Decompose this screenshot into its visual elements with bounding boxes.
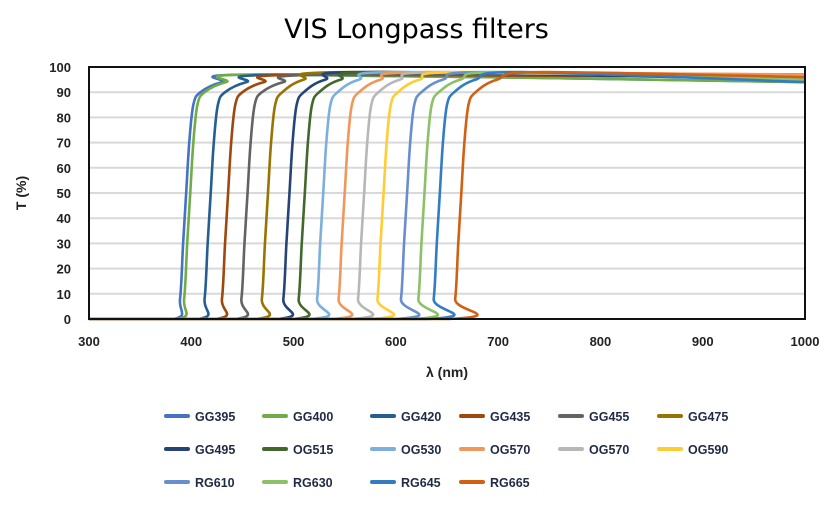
legend-label: GG420 <box>401 410 441 424</box>
y-tick-label: 70 <box>57 136 71 151</box>
x-tick-label: 600 <box>385 334 407 349</box>
chart-title: VIS Longpass filters <box>284 14 549 45</box>
y-tick-label: 0 <box>64 312 71 327</box>
legend-label: GG495 <box>195 443 235 457</box>
series-line-gg455 <box>88 73 805 321</box>
y-tick-label: 90 <box>57 85 71 100</box>
y-tick-label: 10 <box>57 287 71 302</box>
legend-label: GG455 <box>589 410 629 424</box>
y-tick-label: 40 <box>57 211 71 226</box>
y-tick-label: 80 <box>57 110 71 125</box>
legend-label: OG570 <box>589 443 629 457</box>
x-tick-label: 900 <box>692 334 714 349</box>
legend-label: GG395 <box>195 410 235 424</box>
legend-label: RG610 <box>195 476 235 490</box>
y-tick-label: 100 <box>49 60 71 75</box>
legend-label: OG530 <box>401 443 441 457</box>
x-tick-label: 500 <box>283 334 305 349</box>
legend-label: RG645 <box>401 476 441 490</box>
x-tick-label: 400 <box>180 334 202 349</box>
y-tick-label: 50 <box>57 186 71 201</box>
y-tick-label: 20 <box>57 262 71 277</box>
y-axis-label: T (%) <box>13 176 29 210</box>
plot-frame <box>88 66 806 320</box>
legend-label: GG435 <box>490 410 530 424</box>
x-tick-label: 700 <box>487 334 509 349</box>
y-tick-label: 30 <box>57 236 71 251</box>
legend-label: GG475 <box>688 410 728 424</box>
y-tick-label: 60 <box>57 161 71 176</box>
legend-label: OG590 <box>688 443 728 457</box>
x-tick-label: 300 <box>78 334 100 349</box>
x-axis-label: λ (nm) <box>426 364 468 380</box>
legend-label: GG400 <box>293 410 333 424</box>
legend-label: RG630 <box>293 476 333 490</box>
x-tick-label: 800 <box>590 334 612 349</box>
x-tick-label: 1000 <box>791 334 820 349</box>
legend-label: OG515 <box>293 443 333 457</box>
legend-label: OG570 <box>490 443 530 457</box>
legend-label: RG665 <box>490 476 530 490</box>
